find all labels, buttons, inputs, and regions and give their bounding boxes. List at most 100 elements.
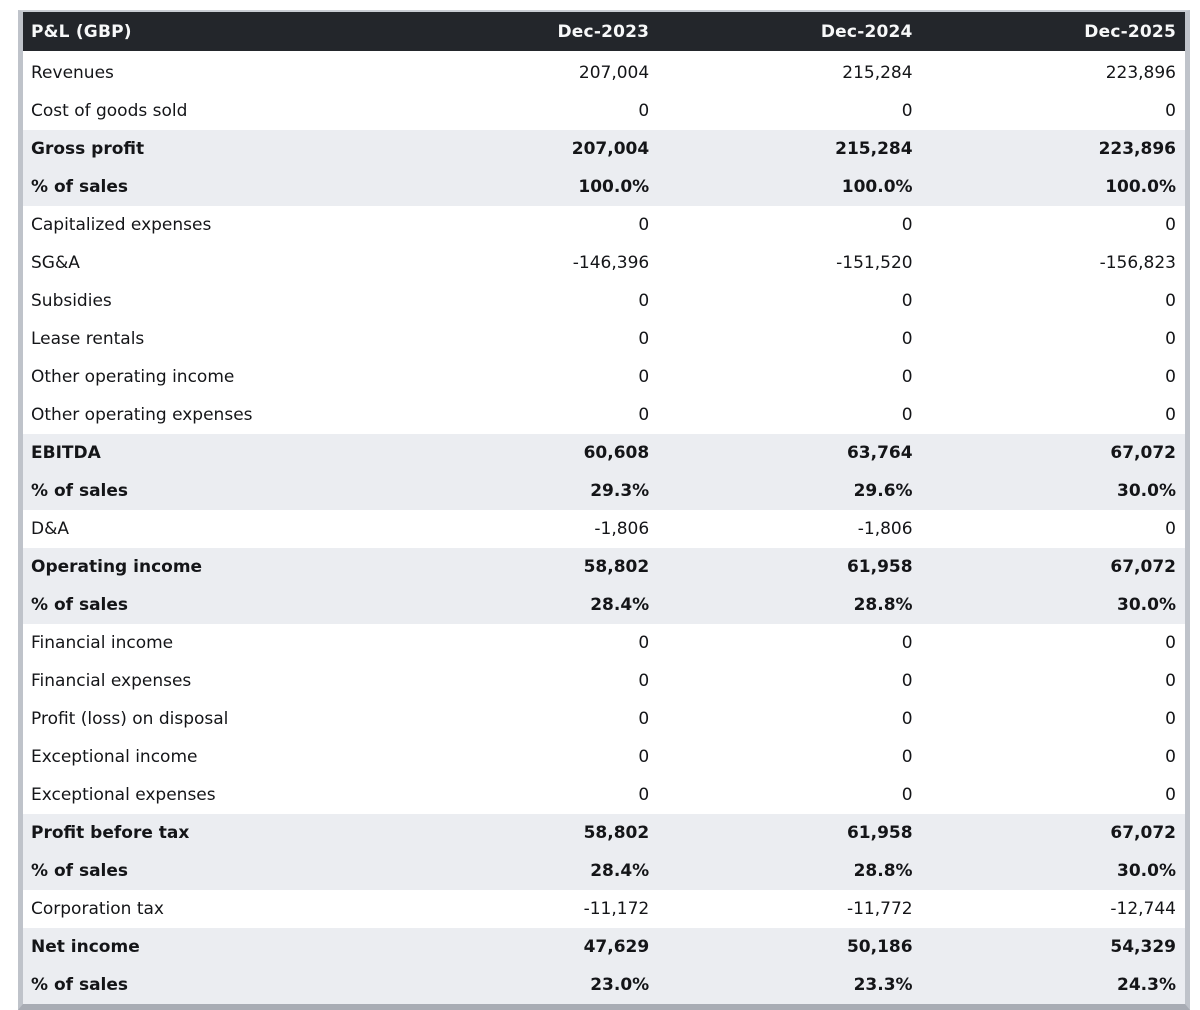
row-label: Other operating income bbox=[23, 358, 395, 396]
cell-value: 0 bbox=[394, 738, 659, 776]
cell-value: 215,284 bbox=[658, 130, 922, 168]
cell-value: 100.0% bbox=[658, 168, 922, 206]
cell-value: 0 bbox=[658, 624, 922, 662]
header-row: P&L (GBP) Dec-2023 Dec-2024 Dec-2025 bbox=[23, 12, 1185, 54]
table-row: Other operating income 0 0 0 bbox=[23, 358, 1185, 396]
cell-value: 67,072 bbox=[921, 434, 1185, 472]
row-label: Profit before tax bbox=[23, 814, 395, 852]
cell-value: 67,072 bbox=[921, 814, 1185, 852]
cell-value: 28.8% bbox=[658, 852, 922, 890]
row-label: Gross profit bbox=[23, 130, 395, 168]
table-row: Profit (loss) on disposal 0 0 0 bbox=[23, 700, 1185, 738]
table-row: Operating income 58,802 61,958 67,072 bbox=[23, 548, 1185, 586]
cell-value: 207,004 bbox=[394, 52, 659, 92]
row-label: D&A bbox=[23, 510, 395, 548]
cell-value: -1,806 bbox=[394, 510, 659, 548]
table-row: Financial expenses 0 0 0 bbox=[23, 662, 1185, 700]
table-row: % of sales 28.4% 28.8% 30.0% bbox=[23, 586, 1185, 624]
cell-value: 67,072 bbox=[921, 548, 1185, 586]
cell-value: 60,608 bbox=[394, 434, 659, 472]
cell-value: 24.3% bbox=[921, 966, 1185, 1004]
cell-value: -12,744 bbox=[921, 890, 1185, 928]
cell-value: 0 bbox=[921, 358, 1185, 396]
table-row: Financial income 0 0 0 bbox=[23, 624, 1185, 662]
cell-value: 0 bbox=[658, 700, 922, 738]
cell-value: 0 bbox=[921, 776, 1185, 814]
table-row: D&A -1,806 -1,806 0 bbox=[23, 510, 1185, 548]
row-label: Lease rentals bbox=[23, 320, 395, 358]
row-label: Cost of goods sold bbox=[23, 92, 395, 130]
cell-value: 215,284 bbox=[658, 52, 922, 92]
cell-value: 58,802 bbox=[394, 814, 659, 852]
row-label: Exceptional income bbox=[23, 738, 395, 776]
table-row: Other operating expenses 0 0 0 bbox=[23, 396, 1185, 434]
column-header-dec-2023: Dec-2023 bbox=[394, 12, 659, 54]
row-label: Capitalized expenses bbox=[23, 206, 395, 244]
cell-value: 0 bbox=[658, 662, 922, 700]
cell-value: -146,396 bbox=[394, 244, 659, 282]
cell-value: 58,802 bbox=[394, 548, 659, 586]
cell-value: 61,958 bbox=[658, 814, 922, 852]
cell-value: 0 bbox=[921, 700, 1185, 738]
cell-value: 28.4% bbox=[394, 586, 659, 624]
cell-value: 28.8% bbox=[658, 586, 922, 624]
cell-value: 54,329 bbox=[921, 928, 1185, 966]
row-label: EBITDA bbox=[23, 434, 395, 472]
table-row: Exceptional expenses 0 0 0 bbox=[23, 776, 1185, 814]
cell-value: 0 bbox=[394, 282, 659, 320]
cell-value: 0 bbox=[658, 358, 922, 396]
cell-value: 0 bbox=[394, 700, 659, 738]
row-label: Net income bbox=[23, 928, 395, 966]
row-label: % of sales bbox=[23, 966, 395, 1004]
table-row: Profit before tax 58,802 61,958 67,072 bbox=[23, 814, 1185, 852]
cell-value: 29.3% bbox=[394, 472, 659, 510]
row-label: Revenues bbox=[23, 52, 395, 92]
row-label: Exceptional expenses bbox=[23, 776, 395, 814]
column-header-dec-2024: Dec-2024 bbox=[658, 12, 922, 54]
table-row: % of sales 28.4% 28.8% 30.0% bbox=[23, 852, 1185, 890]
cell-value: 61,958 bbox=[658, 548, 922, 586]
cell-value: 0 bbox=[658, 320, 922, 358]
cell-value: 0 bbox=[921, 396, 1185, 434]
cell-value: 0 bbox=[394, 358, 659, 396]
table-row: Subsidies 0 0 0 bbox=[23, 282, 1185, 320]
cell-value: 0 bbox=[658, 738, 922, 776]
table-row: Gross profit 207,004 215,284 223,896 bbox=[23, 130, 1185, 168]
cell-value: 29.6% bbox=[658, 472, 922, 510]
row-label: Financial expenses bbox=[23, 662, 395, 700]
cell-value: -1,806 bbox=[658, 510, 922, 548]
cell-value: 0 bbox=[921, 510, 1185, 548]
cell-value: 0 bbox=[394, 776, 659, 814]
table-row: % of sales 100.0% 100.0% 100.0% bbox=[23, 168, 1185, 206]
cell-value: 0 bbox=[394, 396, 659, 434]
cell-value: -11,172 bbox=[394, 890, 659, 928]
row-label: % of sales bbox=[23, 472, 395, 510]
cell-value: 207,004 bbox=[394, 130, 659, 168]
cell-value: 50,186 bbox=[658, 928, 922, 966]
cell-value: 47,629 bbox=[394, 928, 659, 966]
row-label: Operating income bbox=[23, 548, 395, 586]
cell-value: 30.0% bbox=[921, 586, 1185, 624]
row-label: SG&A bbox=[23, 244, 395, 282]
pnl-table-frame: P&L (GBP) Dec-2023 Dec-2024 Dec-2025 Rev… bbox=[18, 10, 1190, 1010]
cell-value: 0 bbox=[394, 624, 659, 662]
table-row: Net income 47,629 50,186 54,329 bbox=[23, 928, 1185, 966]
table-title: P&L (GBP) bbox=[23, 12, 395, 54]
cell-value: 0 bbox=[658, 776, 922, 814]
row-label: % of sales bbox=[23, 852, 395, 890]
cell-value: 100.0% bbox=[921, 168, 1185, 206]
cell-value: 0 bbox=[921, 320, 1185, 358]
row-label: Corporation tax bbox=[23, 890, 395, 928]
table-row: Exceptional income 0 0 0 bbox=[23, 738, 1185, 776]
cell-value: 0 bbox=[658, 92, 922, 130]
cell-value: 0 bbox=[394, 662, 659, 700]
cell-value: 0 bbox=[921, 738, 1185, 776]
table-row: SG&A -146,396 -151,520 -156,823 bbox=[23, 244, 1185, 282]
row-label: Financial income bbox=[23, 624, 395, 662]
cell-value: 0 bbox=[658, 396, 922, 434]
cell-value: 30.0% bbox=[921, 472, 1185, 510]
row-label: Subsidies bbox=[23, 282, 395, 320]
cell-value: 28.4% bbox=[394, 852, 659, 890]
cell-value: 0 bbox=[921, 282, 1185, 320]
cell-value: 23.0% bbox=[394, 966, 659, 1004]
